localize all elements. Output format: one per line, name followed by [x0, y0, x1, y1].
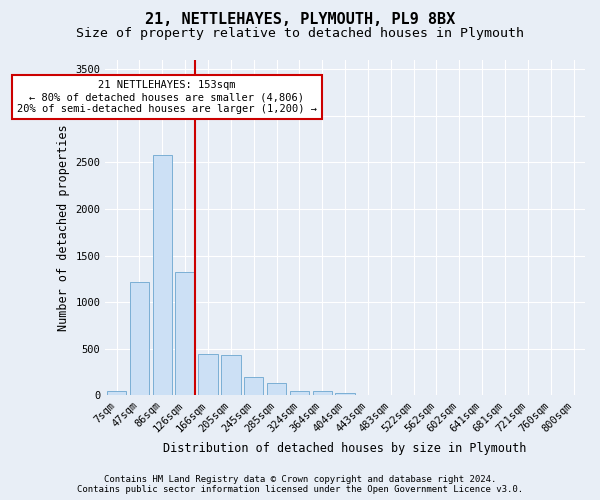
Bar — [313, 390, 332, 395]
Bar — [152, 155, 172, 395]
Text: Contains HM Land Registry data © Crown copyright and database right 2024.: Contains HM Land Registry data © Crown c… — [104, 475, 496, 484]
Bar — [335, 394, 355, 395]
Bar — [130, 282, 149, 395]
Bar — [107, 390, 127, 395]
Text: 21 NETTLEHAYES: 153sqm
← 80% of detached houses are smaller (4,806)
20% of semi-: 21 NETTLEHAYES: 153sqm ← 80% of detached… — [17, 80, 317, 114]
Text: 21, NETTLEHAYES, PLYMOUTH, PL9 8BX: 21, NETTLEHAYES, PLYMOUTH, PL9 8BX — [145, 12, 455, 28]
X-axis label: Distribution of detached houses by size in Plymouth: Distribution of detached houses by size … — [163, 442, 527, 455]
Bar — [290, 390, 309, 395]
Text: Contains public sector information licensed under the Open Government Licence v3: Contains public sector information licen… — [77, 485, 523, 494]
Bar — [267, 383, 286, 395]
Y-axis label: Number of detached properties: Number of detached properties — [57, 124, 70, 331]
Bar — [199, 354, 218, 395]
Bar — [175, 272, 195, 395]
Bar — [244, 376, 263, 395]
Text: Size of property relative to detached houses in Plymouth: Size of property relative to detached ho… — [76, 28, 524, 40]
Bar — [221, 355, 241, 395]
